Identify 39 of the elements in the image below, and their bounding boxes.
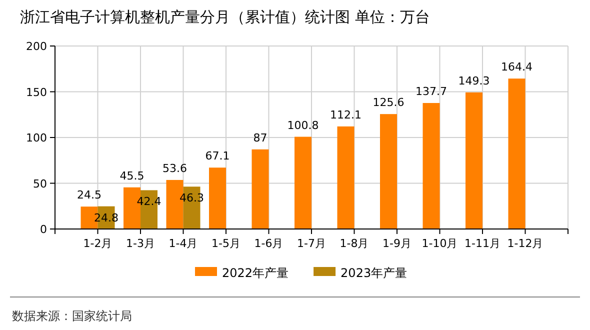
bar xyxy=(422,103,440,229)
data-label: 112.1 xyxy=(330,108,362,122)
y-tick-label: 150 xyxy=(26,86,47,99)
data-label: 53.6 xyxy=(162,162,187,175)
y-tick-label: 0 xyxy=(40,223,47,236)
bar xyxy=(466,92,482,229)
x-tick-label: 1-3月 xyxy=(126,237,155,250)
x-tick-label: 1-5月 xyxy=(212,237,240,250)
data-label: 164.4 xyxy=(501,60,532,74)
bar xyxy=(508,78,526,229)
data-label: 87 xyxy=(253,131,268,144)
data-label: 125.6 xyxy=(372,96,404,110)
x-tick-label: 1-4月 xyxy=(168,237,198,250)
data-label: 137.7 xyxy=(416,85,447,98)
bar xyxy=(294,136,312,229)
x-tick-label: 1-10月 xyxy=(422,237,458,250)
y-tick-label: 200 xyxy=(26,40,47,53)
y-tick-label: 50 xyxy=(33,177,47,190)
x-tick-label: 1-6月 xyxy=(254,237,284,250)
data-label: 45.5 xyxy=(120,169,144,182)
legend-label: 2023年产量 xyxy=(340,266,408,280)
data-label: 67.1 xyxy=(205,150,230,163)
x-tick-label: 1-11月 xyxy=(464,237,500,250)
y-tick-label: 100 xyxy=(26,132,47,144)
bar xyxy=(252,149,269,229)
legend-label: 2022年产量 xyxy=(222,266,289,280)
data-label: 149.3 xyxy=(458,74,490,88)
x-tick-label: 1-9月 xyxy=(382,237,412,250)
x-tick-label: 1-12月 xyxy=(507,237,544,250)
x-tick-label: 1-8月 xyxy=(340,237,369,250)
bar xyxy=(209,168,226,229)
source-note: 数据来源：国家统计局 xyxy=(12,309,132,323)
bar xyxy=(380,114,397,229)
x-tick-label: 1-7月 xyxy=(297,237,326,250)
data-label: 100.8 xyxy=(287,118,319,132)
data-label: 24.5 xyxy=(77,188,102,202)
x-tick-label: 1-2月 xyxy=(83,237,112,250)
bar xyxy=(337,126,354,229)
chart-title: 浙江省电子计算机整机产量分月（累计值）统计图 单位：万台 xyxy=(20,8,430,26)
